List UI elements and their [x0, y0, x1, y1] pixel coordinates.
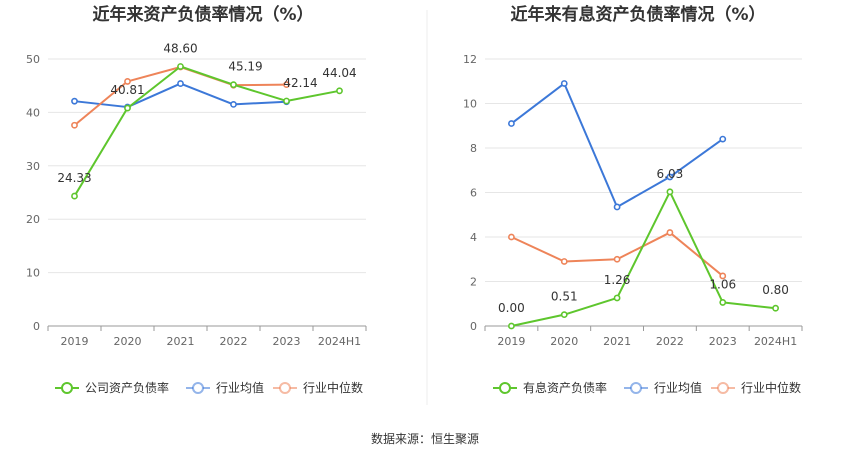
data-point [613, 294, 621, 302]
data-label: 44.04 [322, 66, 356, 80]
chart-title: 近年来资产负债率情况（%） [92, 4, 313, 25]
y-tick-label: 20 [26, 213, 40, 226]
y-tick-label: 12 [463, 53, 477, 66]
data-label: 1.06 [709, 277, 736, 291]
data-point [560, 80, 568, 87]
y-tick-label: 6 [470, 187, 477, 200]
data-label: 0.51 [551, 290, 578, 304]
y-tick-label: 0 [470, 320, 477, 333]
chart-title: 近年来有息资产负债率情况（%） [510, 4, 765, 25]
legend-label: 行业中位数 [303, 380, 363, 395]
x-tick-label: 2024H1 [318, 335, 361, 348]
data-point [772, 304, 779, 312]
data-point [613, 203, 621, 211]
y-tick-label: 0 [33, 320, 40, 333]
data-point [719, 272, 727, 280]
legend-item-2: 行业均值 [186, 380, 264, 395]
series-line-2 [510, 82, 724, 208]
data-point [124, 104, 131, 112]
data-point [666, 229, 674, 236]
y-tick-label: 40 [26, 106, 40, 119]
data-point [508, 120, 515, 127]
source-note: 数据来源：恒生聚源 [371, 431, 479, 446]
legend-label: 公司资产负债率 [85, 380, 169, 395]
legend-item-3: 行业中位数 [711, 380, 801, 395]
legend-marker [630, 382, 642, 394]
data-point [336, 87, 343, 95]
data-label: 40.81 [110, 83, 144, 97]
x-tick-label: 2021 [167, 335, 195, 348]
series-line-3 [73, 66, 287, 126]
data-point [177, 63, 184, 70]
x-tick-label: 2022 [656, 335, 684, 348]
x-tick-label: 2022 [220, 335, 248, 348]
data-label: 0.80 [762, 283, 789, 297]
series-line-1 [511, 190, 776, 327]
data-point [230, 100, 237, 108]
chart-2: 近年来有息资产负债率情况（%） 0 2 4 6 8 10 12 2019 2020 2021 2022… [463, 4, 803, 395]
data-label: 42.14 [283, 76, 317, 90]
x-tick-label: 2023 [273, 335, 301, 348]
data-label: 0.00 [498, 301, 525, 315]
y-tick-label: 50 [26, 53, 40, 66]
data-point [560, 311, 568, 319]
y-tick-label: 2 [470, 276, 477, 289]
data-point [71, 97, 78, 105]
data-label: 45.19 [228, 60, 262, 74]
data-label: 6.03 [657, 167, 684, 181]
series-line-3 [510, 231, 724, 277]
x-tick-label: 2019 [61, 335, 89, 348]
legend-marker [61, 382, 73, 394]
chart-1: 近年来资产负债率情况（%） 0 10 20 30 40 50 2019 2020 2021 2022… [26, 4, 367, 395]
data-point [666, 173, 674, 181]
series-line-1 [73, 65, 340, 197]
legend-marker [279, 382, 291, 394]
x-tick-label: 2020 [550, 335, 578, 348]
y-tick-label: 30 [26, 160, 40, 173]
data-point [719, 135, 727, 143]
legend-item-3: 行业中位数 [273, 380, 363, 395]
legend-label: 行业均值 [654, 380, 702, 395]
y-tick-label: 10 [463, 98, 477, 111]
x-tick-label: 2020 [114, 335, 142, 348]
data-label: 1.26 [604, 273, 631, 287]
legend-label: 有息资产负债率 [523, 380, 607, 395]
data-point [719, 299, 727, 306]
data-point [230, 81, 237, 89]
data-point [283, 97, 290, 105]
data-label: 48.60 [163, 41, 197, 55]
data-point [283, 81, 290, 89]
y-tick-label: 4 [470, 231, 477, 244]
x-tick-label: 2024H1 [754, 335, 797, 348]
legend-label: 行业均值 [216, 380, 264, 395]
legend-item-2: 行业均值 [624, 380, 702, 395]
data-label: 24.33 [57, 171, 91, 185]
x-tick-label: 2021 [603, 335, 631, 348]
data-point [124, 78, 131, 85]
series-line-2 [74, 82, 287, 109]
data-point [508, 322, 515, 330]
data-point [71, 192, 78, 200]
legend-item-1: 公司资产负债率 [55, 380, 169, 395]
data-point [71, 121, 78, 129]
legend-marker [717, 382, 729, 394]
y-tick-label: 10 [26, 267, 40, 280]
data-point [613, 255, 621, 263]
data-point [177, 80, 184, 87]
x-tick-label: 2023 [709, 335, 737, 348]
x-tick-label: 2019 [497, 335, 525, 348]
legend-label: 行业中位数 [741, 380, 801, 395]
legend-item-1: 有息资产负债率 [493, 380, 607, 395]
data-point [560, 258, 568, 265]
legend-marker [499, 382, 511, 394]
legend-marker [192, 382, 204, 394]
y-tick-label: 8 [470, 142, 477, 155]
data-point [666, 188, 674, 196]
data-point [508, 233, 515, 241]
